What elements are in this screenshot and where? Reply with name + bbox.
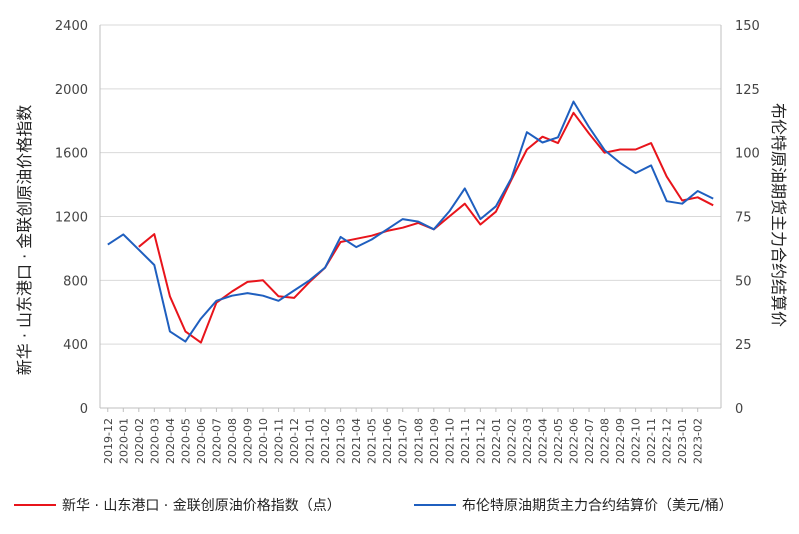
axes <box>99 25 722 409</box>
x-tick-label: 2021-01 <box>304 418 317 464</box>
x-tick-label: 2022-06 <box>568 418 581 464</box>
x-tick-label: 2021-02 <box>319 418 332 464</box>
y-right-tick-label: 75 <box>735 211 752 226</box>
x-tick-label: 2022-09 <box>614 418 627 464</box>
x-tick-label: 2021-12 <box>474 418 487 464</box>
x-tick-label: 2022-04 <box>536 418 549 464</box>
y-left-axis-title: 新华 · 山东港口 · 金联创原油价格指数 <box>15 105 34 376</box>
y-left-tick-label: 0 <box>80 402 88 417</box>
y-right-tick-label: 100 <box>735 147 760 162</box>
x-tick-label: 2022-01 <box>490 418 503 464</box>
x-tick-label: 2022-07 <box>583 418 596 464</box>
x-tick-label: 2022-10 <box>630 418 643 464</box>
x-tick-label: 2021-06 <box>381 418 394 464</box>
x-tick-label: 2020-08 <box>226 418 239 464</box>
x-tick-label: 2022-11 <box>645 418 658 464</box>
x-tick-label: 2020-04 <box>164 418 177 464</box>
x-tick-label: 2020-02 <box>133 418 146 464</box>
x-tick-label: 2022-12 <box>661 418 674 464</box>
x-tick-label: 2022-08 <box>599 418 612 464</box>
x-tick-label: 2021-05 <box>366 418 379 464</box>
x-tick-label: 2021-09 <box>428 418 441 464</box>
x-tick-label: 2022-02 <box>505 418 518 464</box>
y-right-tick-label: 25 <box>735 338 752 353</box>
x-tick-labels: 2019-12 2020-01 2020-02 2020-03 2020-04 2020-… <box>102 408 705 464</box>
x-tick-label: 2020-07 <box>210 418 223 464</box>
y-left-tick-label: 800 <box>63 274 88 289</box>
x-tick-label: 2021-07 <box>397 418 410 464</box>
x-tick-label: 2021-08 <box>412 418 425 464</box>
x-tick-label: 2022-05 <box>552 418 565 464</box>
x-tick-label: 2019-12 <box>102 418 115 464</box>
series-line-index <box>138 111 714 344</box>
x-tick-label: 2020-10 <box>257 418 270 464</box>
x-tick-label: 2021-11 <box>459 418 472 464</box>
legend-label-index: 新华 · 山东港口 · 金联创原油价格指数（点） <box>62 498 341 514</box>
x-tick-label: 2020-09 <box>241 418 254 464</box>
x-tick-label: 2020-06 <box>195 418 208 464</box>
series-line-brent <box>107 100 714 343</box>
y-right-tick-label: 125 <box>735 83 760 98</box>
gridlines <box>100 24 721 345</box>
x-tick-label: 2022-03 <box>521 418 534 464</box>
x-tick-label: 2020-11 <box>273 418 286 464</box>
x-tick-label: 2020-03 <box>148 418 161 464</box>
y-right-tick-labels: 0 25 50 75 100 125 150 <box>735 19 760 417</box>
x-tick-label: 2021-10 <box>443 418 456 464</box>
y-left-tick-label: 2000 <box>55 83 88 98</box>
y-right-axis-title: 布伦特原油期货主力合约结算价 <box>769 103 788 327</box>
x-tick-label: 2021-04 <box>350 418 363 464</box>
x-tick-label: 2023-01 <box>676 418 689 464</box>
y-right-tick-label: 0 <box>735 402 743 417</box>
y-right-tick-label: 150 <box>735 19 760 34</box>
x-tick-label: 2020-01 <box>117 418 130 464</box>
y-left-tick-label: 400 <box>63 338 88 353</box>
x-tick-label: 2023-02 <box>692 418 705 464</box>
x-tick-label: 2020-12 <box>288 418 301 464</box>
y-right-tick-label: 50 <box>735 274 752 289</box>
y-left-tick-label: 2400 <box>55 19 88 34</box>
y-left-tick-labels: 0 400 800 1200 1600 2000 2400 <box>55 19 88 417</box>
legend: 新华 · 山东港口 · 金联创原油价格指数（点） 布伦特原油期货主力合约结算价（… <box>14 497 733 514</box>
series-lines <box>107 100 714 344</box>
x-tick-label: 2020-05 <box>179 418 192 464</box>
y-left-tick-label: 1600 <box>55 147 88 162</box>
x-tick-label: 2021-03 <box>335 418 348 464</box>
y-left-tick-label: 1200 <box>55 211 88 226</box>
legend-label-brent: 布伦特原油期货主力合约结算价（美元/桶） <box>462 497 733 514</box>
